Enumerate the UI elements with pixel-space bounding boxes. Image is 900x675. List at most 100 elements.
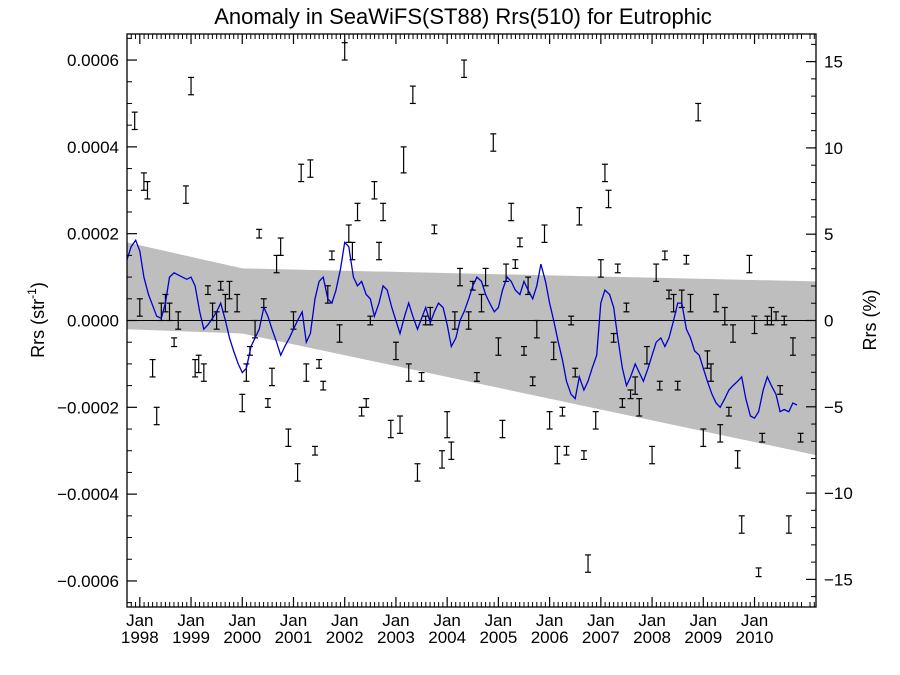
series-line: [126, 238, 798, 420]
data-point-79: [499, 419, 506, 439]
data-point-72: [465, 311, 472, 330]
data-point-74: [473, 371, 480, 382]
data-point-115: [665, 289, 672, 300]
data-point-83: [516, 237, 523, 248]
data-point-13: [192, 358, 199, 378]
data-point-113: [656, 380, 663, 391]
y2-tick-label-5: −10: [824, 484, 853, 503]
data-point-123: [704, 350, 711, 369]
data-point-40: [316, 358, 323, 369]
data-point-111: [649, 445, 656, 465]
data-point-104: [614, 263, 621, 274]
confidence-band: [127, 242, 816, 456]
data-point-42: [324, 285, 331, 304]
data-point-52: [371, 180, 378, 200]
data-point-22: [234, 293, 241, 313]
y-tick-label-6: −0.0006: [57, 572, 119, 591]
data-point-109: [636, 398, 643, 417]
data-point-48: [354, 202, 361, 222]
data-point-132: [746, 254, 753, 274]
data-point-58: [400, 146, 407, 174]
x-tick-year-0: 1998: [121, 628, 159, 647]
data-point-8: [166, 302, 173, 322]
data-point-96: [576, 207, 583, 226]
data-point-141: [785, 515, 792, 534]
data-point-88: [541, 224, 548, 243]
data-point-105: [619, 398, 626, 408]
data-point-93: [563, 445, 570, 456]
data-point-2: [140, 172, 147, 191]
x-tick-year-11: 2009: [684, 628, 722, 647]
data-point-33: [285, 428, 292, 447]
data-point-106: [623, 302, 630, 313]
x-tick-year-8: 2006: [531, 628, 569, 647]
x-tick-month-2: Jan: [229, 611, 256, 630]
data-point-137: [768, 306, 775, 326]
data-point-12: [188, 76, 195, 96]
data-point-84: [521, 345, 528, 356]
data-point-140: [781, 315, 788, 326]
data-point-138: [773, 311, 780, 322]
data-point-71: [461, 59, 468, 79]
data-point-21: [226, 280, 233, 300]
x-axis-ticks: Jan1998Jan1999Jan2000Jan2001Jan2002Jan20…: [121, 34, 815, 647]
data-point-46: [345, 224, 352, 243]
data-point-37: [303, 363, 310, 382]
data-point-23: [239, 393, 246, 413]
data-point-39: [312, 445, 319, 456]
data-point-101: [601, 163, 608, 183]
x-tick-year-10: 2008: [633, 628, 671, 647]
data-point-57: [397, 415, 404, 434]
data-point-9: [171, 337, 178, 348]
data-point-86: [529, 376, 536, 387]
y2-tick-label-1: 10: [824, 139, 843, 158]
data-point-75: [478, 293, 485, 313]
x-tick-month-0: Jan: [126, 611, 153, 630]
x-tick-year-1: 1999: [172, 628, 210, 647]
data-point-135: [759, 432, 766, 443]
data-point-45: [341, 42, 348, 61]
x-tick-month-11: Jan: [690, 611, 717, 630]
data-point-117: [674, 380, 681, 391]
y2-tick-label-0: 15: [824, 53, 843, 72]
x-tick-year-7: 2005: [479, 628, 517, 647]
x-tick-month-7: Jan: [485, 611, 512, 630]
data-point-122: [700, 428, 707, 447]
data-point-114: [661, 250, 668, 261]
data-point-120: [687, 293, 694, 313]
data-point-60: [409, 85, 416, 105]
y-tick-label-0: 0.0006: [67, 51, 119, 70]
data-point-44: [336, 324, 343, 343]
data-point-103: [610, 332, 617, 343]
data-point-49: [358, 406, 365, 417]
data-point-65: [431, 224, 438, 235]
data-point-126: [717, 424, 724, 443]
confidence-band-layer: [127, 242, 816, 456]
error-bar-layer: [131, 42, 804, 578]
data-point-67: [444, 411, 451, 439]
data-point-16: [204, 285, 211, 296]
data-point-69: [451, 311, 458, 330]
data-point-62: [418, 371, 425, 382]
data-point-5: [153, 406, 160, 426]
data-point-15: [200, 363, 207, 382]
data-point-134: [755, 567, 762, 578]
left-axis-ticks: 0.0006 0.0004 0.0002 0.0000 −0.0002 −0.0004 −0…: [57, 37, 137, 604]
data-point-41: [320, 380, 327, 391]
data-point-92: [559, 406, 566, 417]
y-tick-label-3: 0.0000: [67, 312, 119, 331]
x-tick-month-3: Jan: [280, 611, 307, 630]
data-point-99: [592, 411, 599, 430]
data-point-14: [195, 354, 202, 374]
data-point-43: [328, 250, 335, 261]
data-point-35: [294, 463, 301, 482]
data-point-81: [508, 202, 515, 222]
right-axis-ticks: 15 10 5 0 −5 −10 −15: [806, 43, 853, 598]
x-tick-year-6: 2004: [428, 628, 466, 647]
y-tick-label-5: −0.0004: [57, 485, 119, 504]
data-point-127: [721, 306, 728, 326]
x-tick-year-2: 2000: [223, 628, 261, 647]
y2-tick-label-2: 5: [824, 225, 833, 244]
data-point-1: [136, 298, 143, 317]
